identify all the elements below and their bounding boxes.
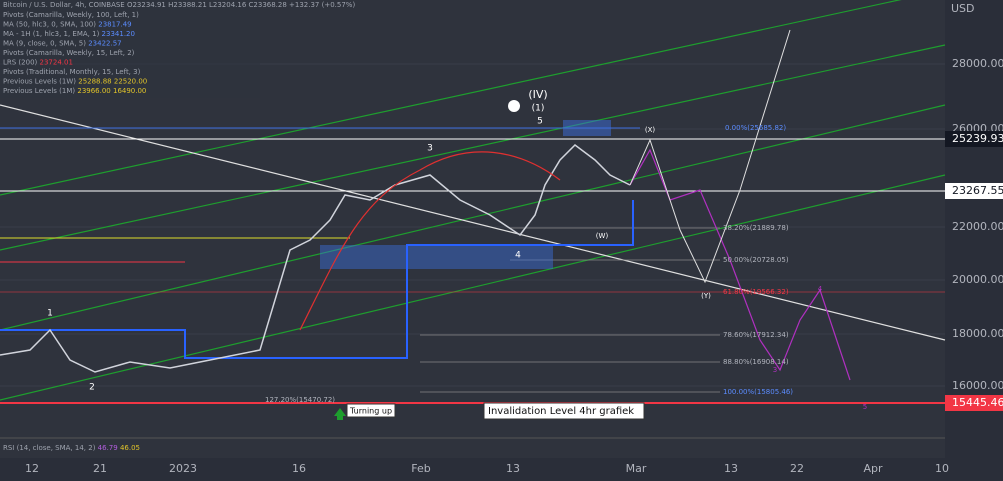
- projection: [629, 148, 851, 381]
- fib-lines: [420, 227, 720, 393]
- info-icon: [508, 100, 520, 112]
- wave-label: 4: [818, 285, 823, 293]
- time-label: Mar: [626, 462, 647, 475]
- legend-value: 23724.01: [40, 59, 73, 67]
- wave-label: 1: [47, 309, 53, 319]
- wave-label: 4: [515, 251, 521, 261]
- wave-label: 5: [863, 403, 867, 411]
- time-label: 21: [93, 462, 107, 475]
- price-tag-label: 23267.55: [952, 184, 1003, 197]
- wave-label: (1): [532, 104, 545, 114]
- legend-value: 23966.00 16490.00: [77, 87, 146, 95]
- wave-label: 5: [537, 117, 543, 127]
- legend-item: LRS (200) 23724.01: [3, 59, 73, 67]
- wave-label: 3: [773, 366, 777, 374]
- legend-label: Previous Levels (1M): [3, 87, 75, 95]
- legend-item: Previous Levels (1M) 23966.00 16490.00: [3, 87, 146, 95]
- button-label: Turning up: [349, 407, 392, 416]
- legend-label: LRS (200): [3, 59, 38, 67]
- time-axis: 12 21 2023 16 Feb 13 Mar 13 22 Apr 10: [25, 462, 949, 475]
- legend-label: MA (50, hlc3, 0, SMA, 100): [3, 21, 96, 29]
- price-label: 28000.00: [952, 57, 1003, 70]
- time-label: 13: [506, 462, 520, 475]
- zone: [563, 120, 611, 136]
- legend-item: Pivots (Camarilla, Weekly, 100, Left, 1): [3, 11, 139, 19]
- legend-item: Pivots (Traditional, Monthly, 15, Left, …: [3, 68, 141, 76]
- price-tag-label: 15445.46: [952, 396, 1003, 409]
- legend-value: 23422.57: [88, 40, 121, 48]
- legend-label: Previous Levels (1W): [3, 78, 76, 86]
- legend-value: 25288.88 22520.00: [78, 78, 147, 86]
- fib-label: 38.20%(21889.78): [723, 224, 789, 232]
- wave-label: (W): [596, 232, 609, 240]
- button: [346, 403, 396, 418]
- legend-item: MA (50, hlc3, 0, SMA, 100) 23817.49: [3, 21, 132, 29]
- currency: USD: [951, 2, 975, 15]
- button: [483, 402, 645, 420]
- grid: [0, 63, 945, 387]
- time-label: 12: [25, 462, 39, 475]
- price-tag-label: 25239.93: [952, 132, 1003, 145]
- wave-label: (Y): [701, 292, 711, 300]
- legend-item: Pivots (Camarilla, Weekly, 15, Left, 2): [3, 49, 135, 57]
- legend-item: MA - 1H (1, hlc3, 1, EMA, 1) 23341.20: [3, 30, 135, 38]
- price-path: [0, 144, 631, 373]
- legend-item: Previous Levels (1W) 25288.88 22520.00: [3, 78, 147, 86]
- button-label: Invalidation Level 4hr grafiek: [488, 406, 634, 417]
- legend-value: 23341.20: [102, 30, 135, 38]
- time-label: 10: [935, 462, 949, 475]
- price-label: 16000.00: [952, 379, 1003, 392]
- wave-label: 2: [89, 383, 95, 393]
- price-tag: [945, 183, 1003, 199]
- price-tag: [945, 131, 1003, 147]
- legend-label: MA - 1H (1, hlc3, 1, EMA, 1): [3, 30, 100, 38]
- price-label: 20000.00: [952, 273, 1003, 286]
- zone: [320, 245, 553, 269]
- rsi-legend: RSI (14, close, SMA, 14, 2) 46.79 46.05: [3, 444, 140, 452]
- legend-label: Pivots (Camarilla, Weekly, 15, Left, 2): [3, 49, 135, 57]
- ma-line: [299, 151, 561, 331]
- time-axis-bg: [0, 458, 945, 481]
- fib-label: 100.00%(15805.46): [723, 388, 793, 396]
- legend-symbol: Bitcoin / U.S. Dollar, 4h, COINBASE O232…: [3, 1, 355, 9]
- fib-label: 61.80%(19566.32): [723, 288, 789, 296]
- legend-value: 23817.49: [98, 21, 131, 29]
- price-tag: [945, 395, 1003, 411]
- time-label: 22: [790, 462, 804, 475]
- fib-label: 50.00%(20728.05): [723, 256, 789, 264]
- fib-label: 78.60%(17912.34): [723, 331, 789, 339]
- channel-lines: [0, 0, 946, 401]
- time-label: Apr: [863, 462, 883, 475]
- time-label: 2023: [169, 462, 197, 475]
- legend-bg: [0, 0, 260, 98]
- time-label: 16: [292, 462, 306, 475]
- legend-label: Pivots (Camarilla, Weekly, 100, Left, 1): [3, 11, 139, 19]
- fib-label: 0.00%(25685.82): [725, 124, 786, 132]
- wave-label: 3: [427, 144, 433, 154]
- legend: Pivots (Camarilla, Weekly, 100, Left, 1)…: [3, 11, 147, 95]
- arrow-icon: [334, 408, 346, 420]
- legend-label: MA (9, close, 0, SMA, 5): [3, 40, 86, 48]
- fib-label: 127.20%(15470.72): [265, 396, 335, 404]
- trend-line: [0, 104, 946, 341]
- wave-label: (IV): [528, 88, 547, 101]
- wave-label: (X): [645, 126, 656, 134]
- price-label: 18000.00: [952, 327, 1003, 340]
- time-label: Feb: [411, 462, 430, 475]
- time-label: 13: [724, 462, 738, 475]
- legend-item: MA (9, close, 0, SMA, 5) 23422.57: [3, 40, 122, 48]
- projection: [629, 29, 791, 284]
- fib-label: 88.80%(16908.14): [723, 358, 789, 366]
- price-label: 22000.00: [952, 220, 1003, 233]
- legend-label: Pivots (Traditional, Monthly, 15, Left, …: [3, 68, 141, 76]
- previous-levels: [0, 200, 634, 359]
